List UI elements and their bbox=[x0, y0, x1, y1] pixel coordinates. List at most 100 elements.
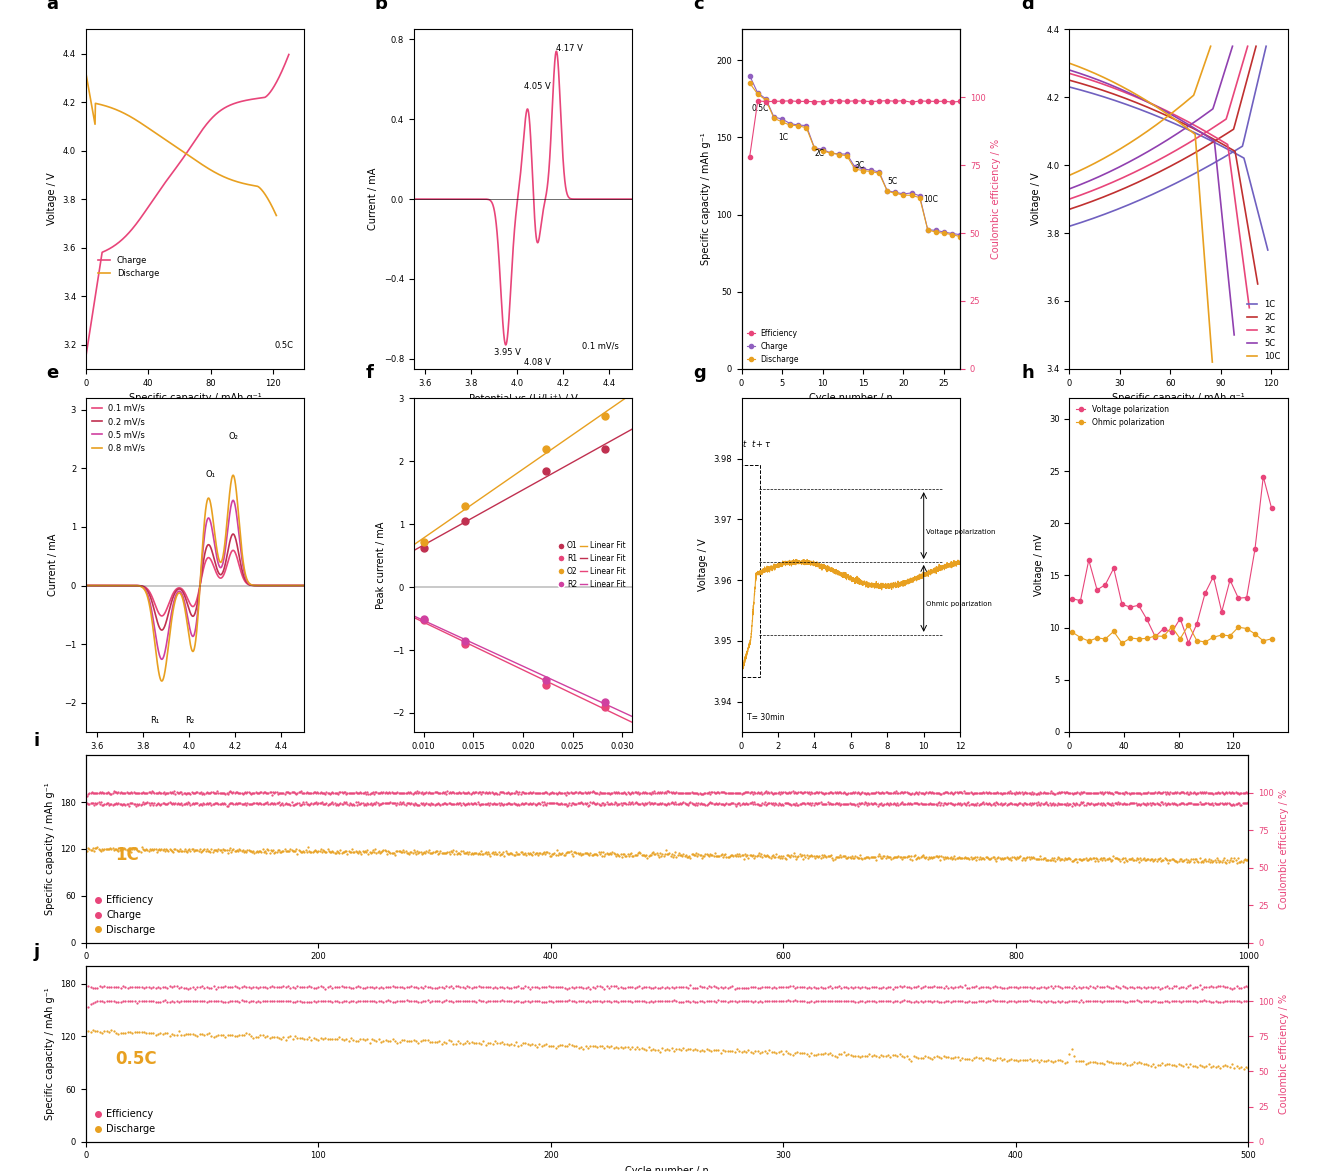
0.1 mV/s bbox=[78, 578, 94, 593]
Line: 0.2 mV/s: 0.2 mV/s bbox=[86, 534, 304, 630]
Efficiency bbox=[927, 95, 943, 109]
Charge bbox=[952, 227, 968, 241]
Line: Discharge: Discharge bbox=[86, 73, 276, 215]
Efficiency bbox=[831, 94, 847, 108]
Charge bbox=[198, 117, 214, 131]
Efficiency bbox=[839, 95, 855, 109]
Ohmic polarization bbox=[1230, 621, 1246, 635]
Point bbox=[594, 439, 616, 458]
Charge bbox=[774, 112, 790, 126]
0.5 mV/s bbox=[153, 652, 169, 666]
Ohmic polarization bbox=[1255, 634, 1271, 648]
X-axis label: Cycle number / n: Cycle number / n bbox=[625, 967, 709, 977]
0.5 mV/s bbox=[252, 578, 268, 593]
Text: 4.17 V: 4.17 V bbox=[556, 44, 584, 53]
Charge bbox=[863, 163, 878, 177]
Legend: Voltage polarization, Ohmic polarization: Voltage polarization, Ohmic polarization bbox=[1073, 402, 1172, 430]
X-axis label: Specific capacity / mAh g⁻¹: Specific capacity / mAh g⁻¹ bbox=[129, 393, 262, 403]
Charge bbox=[188, 132, 203, 146]
Efficiency bbox=[855, 94, 871, 108]
Y-axis label: Coulombic efficiency / %: Coulombic efficiency / % bbox=[991, 139, 1001, 259]
Y-axis label: Coulombic efficiency / %: Coulombic efficiency / % bbox=[1279, 789, 1289, 909]
Voltage polarization bbox=[1189, 617, 1205, 631]
Charge bbox=[855, 162, 871, 176]
Voltage polarization bbox=[1106, 561, 1122, 575]
Point bbox=[536, 671, 557, 690]
Legend: O1, R1, O2, R2, Linear Fit, Linear Fit, Linear Fit, Linear Fit: O1, R1, O2, R2, Linear Fit, Linear Fit, … bbox=[553, 539, 629, 591]
Efficiency bbox=[774, 94, 790, 108]
Ohmic polarization bbox=[1247, 626, 1263, 641]
0.2 mV/s bbox=[166, 587, 182, 601]
Discharge bbox=[264, 199, 280, 213]
Voltage polarization bbox=[1197, 587, 1213, 601]
Charge bbox=[758, 91, 774, 105]
Efficiency bbox=[798, 95, 814, 109]
Charge bbox=[831, 148, 847, 162]
Discharge bbox=[919, 222, 935, 237]
Efficiency bbox=[766, 95, 782, 109]
Y-axis label: Voltage / V: Voltage / V bbox=[48, 173, 57, 225]
Charge bbox=[839, 148, 855, 162]
Charge bbox=[174, 152, 190, 166]
0.2 mV/s bbox=[153, 623, 169, 637]
Charge bbox=[244, 93, 260, 107]
X-axis label: Cycle number / n: Cycle number / n bbox=[625, 1166, 709, 1171]
Line: Efficiency: Efficiency bbox=[748, 98, 962, 159]
Text: Ohmic polarization: Ohmic polarization bbox=[926, 602, 991, 608]
Point bbox=[454, 635, 476, 653]
Text: 1C: 1C bbox=[115, 847, 139, 864]
0.5 mV/s bbox=[174, 588, 190, 602]
Efficiency bbox=[863, 95, 878, 109]
Line: Discharge: Discharge bbox=[748, 81, 962, 239]
Text: 0.1 mV/s: 0.1 mV/s bbox=[581, 342, 618, 351]
Charge bbox=[847, 160, 863, 174]
Y-axis label: Current / mA: Current / mA bbox=[49, 534, 58, 596]
Text: a: a bbox=[46, 0, 58, 13]
Point bbox=[594, 697, 616, 715]
Voltage polarization bbox=[1131, 598, 1147, 612]
Point bbox=[454, 512, 476, 530]
Legend: 1C, 2C, 3C, 5C, 10C: 1C, 2C, 3C, 5C, 10C bbox=[1244, 296, 1284, 364]
0.5 mV/s bbox=[229, 506, 244, 520]
Discharge bbox=[896, 189, 911, 203]
0.8 mV/s bbox=[78, 578, 94, 593]
Ohmic polarization bbox=[1148, 629, 1164, 643]
Efficiency bbox=[807, 95, 823, 109]
Charge bbox=[919, 222, 935, 237]
Line: 0.1 mV/s: 0.1 mV/s bbox=[86, 550, 304, 616]
Text: 0.5C: 0.5C bbox=[752, 104, 769, 114]
Text: 5C: 5C bbox=[888, 177, 897, 186]
Voltage polarization bbox=[1247, 542, 1263, 556]
Discharge bbox=[855, 164, 871, 178]
X-axis label: Potential vs.(Li/Li⁺) / V: Potential vs.(Li/Li⁺) / V bbox=[141, 756, 250, 766]
Y-axis label: Specific capacity / mAh g⁻¹: Specific capacity / mAh g⁻¹ bbox=[45, 782, 54, 916]
0.8 mV/s bbox=[174, 590, 190, 604]
0.8 mV/s bbox=[153, 674, 169, 689]
Text: 1C: 1C bbox=[778, 133, 789, 143]
Charge bbox=[782, 117, 798, 131]
Y-axis label: Voltage / V: Voltage / V bbox=[697, 539, 708, 591]
Discharge bbox=[937, 226, 952, 240]
Charge bbox=[888, 185, 904, 199]
Text: O₂: O₂ bbox=[229, 432, 238, 441]
Text: g: g bbox=[694, 364, 707, 382]
Voltage polarization bbox=[1081, 553, 1096, 567]
Text: R₂: R₂ bbox=[185, 717, 194, 725]
Discharge bbox=[807, 142, 823, 156]
Point bbox=[594, 692, 616, 711]
Charge bbox=[750, 85, 766, 100]
Charge bbox=[937, 225, 952, 239]
Text: d: d bbox=[1021, 0, 1034, 13]
Charge bbox=[807, 141, 823, 155]
Discharge bbox=[815, 144, 831, 158]
Charge bbox=[872, 165, 888, 179]
Efficiency bbox=[872, 94, 888, 108]
0.2 mV/s bbox=[252, 578, 268, 593]
Efficiency bbox=[880, 94, 896, 108]
Ohmic polarization bbox=[1065, 625, 1081, 639]
Voltage polarization bbox=[1206, 569, 1222, 583]
0.5 mV/s bbox=[100, 578, 116, 593]
Text: 3C: 3C bbox=[855, 162, 865, 170]
Ohmic polarization bbox=[1139, 631, 1155, 645]
0.8 mV/s bbox=[225, 468, 240, 482]
